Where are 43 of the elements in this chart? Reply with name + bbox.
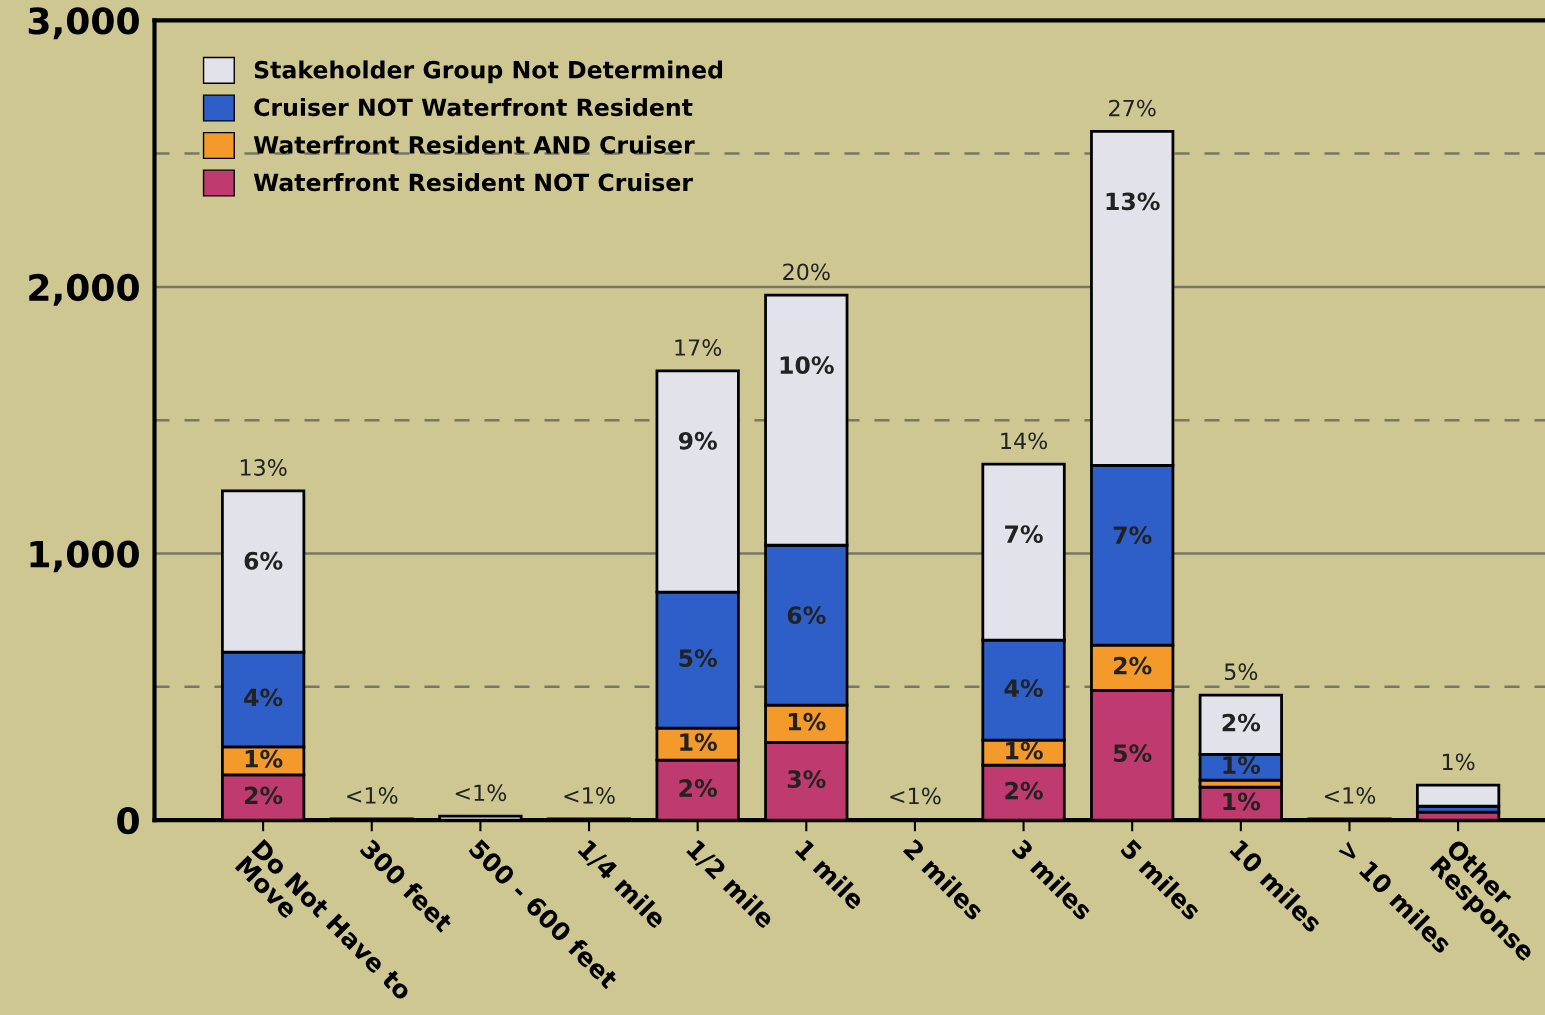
y-tick-label: 1,000 — [30, 540, 139, 573]
legend-label: Cruiser NOT Waterfront Resident — [254, 97, 693, 117]
annotation: 5% — [1224, 663, 1258, 681]
annotation: 4% — [1004, 679, 1043, 697]
annotation: 6% — [244, 551, 283, 570]
annotation: 1% — [1223, 756, 1261, 775]
annotation: 1% — [788, 712, 826, 731]
annotation: 2% — [244, 786, 283, 805]
annotation: 17% — [675, 339, 722, 356]
annotation: 2% — [679, 779, 717, 797]
annotation: <1% — [455, 784, 507, 802]
annotation: 2% — [1005, 781, 1043, 800]
annotation: <1% — [890, 787, 941, 805]
y-tick-label: 0 — [117, 807, 139, 835]
annotation: 13% — [1106, 192, 1160, 211]
annotation: <1% — [564, 787, 615, 804]
annotation: 2% — [1114, 656, 1152, 675]
annotation: 13% — [240, 459, 287, 476]
annotation: 27% — [1109, 99, 1156, 117]
legend-label: Waterfront Resident NOT Cruiser — [253, 173, 693, 192]
annotation: <1% — [347, 787, 398, 804]
annotation: 1% — [245, 749, 283, 768]
annotation: 1% — [1223, 792, 1261, 811]
y-tick-label: 2,000 — [29, 273, 139, 306]
legend-label: Stakeholder Group Not Determined — [254, 60, 723, 84]
annotation: 9% — [678, 431, 717, 450]
annotation: 14% — [1001, 432, 1048, 450]
annotation: 4% — [244, 688, 283, 707]
annotation: 7% — [1113, 526, 1152, 545]
annotation: 1% — [1442, 753, 1475, 771]
annotation: <1% — [1324, 787, 1376, 804]
annotation: 5% — [679, 649, 717, 668]
annotation: 7% — [1005, 525, 1043, 544]
annotation: 3% — [787, 770, 826, 789]
annotation: 6% — [787, 606, 826, 625]
y-tick-label: 3,000 — [28, 7, 139, 40]
annotation: 10% — [780, 356, 834, 375]
legend-label: Waterfront Resident AND Cruiser — [253, 135, 695, 154]
annotation: 1% — [680, 733, 717, 751]
annotation: 2% — [1222, 713, 1261, 732]
annotation: 5% — [1113, 744, 1152, 763]
annotation: 1% — [1006, 741, 1043, 760]
annotation: 20% — [783, 263, 830, 281]
